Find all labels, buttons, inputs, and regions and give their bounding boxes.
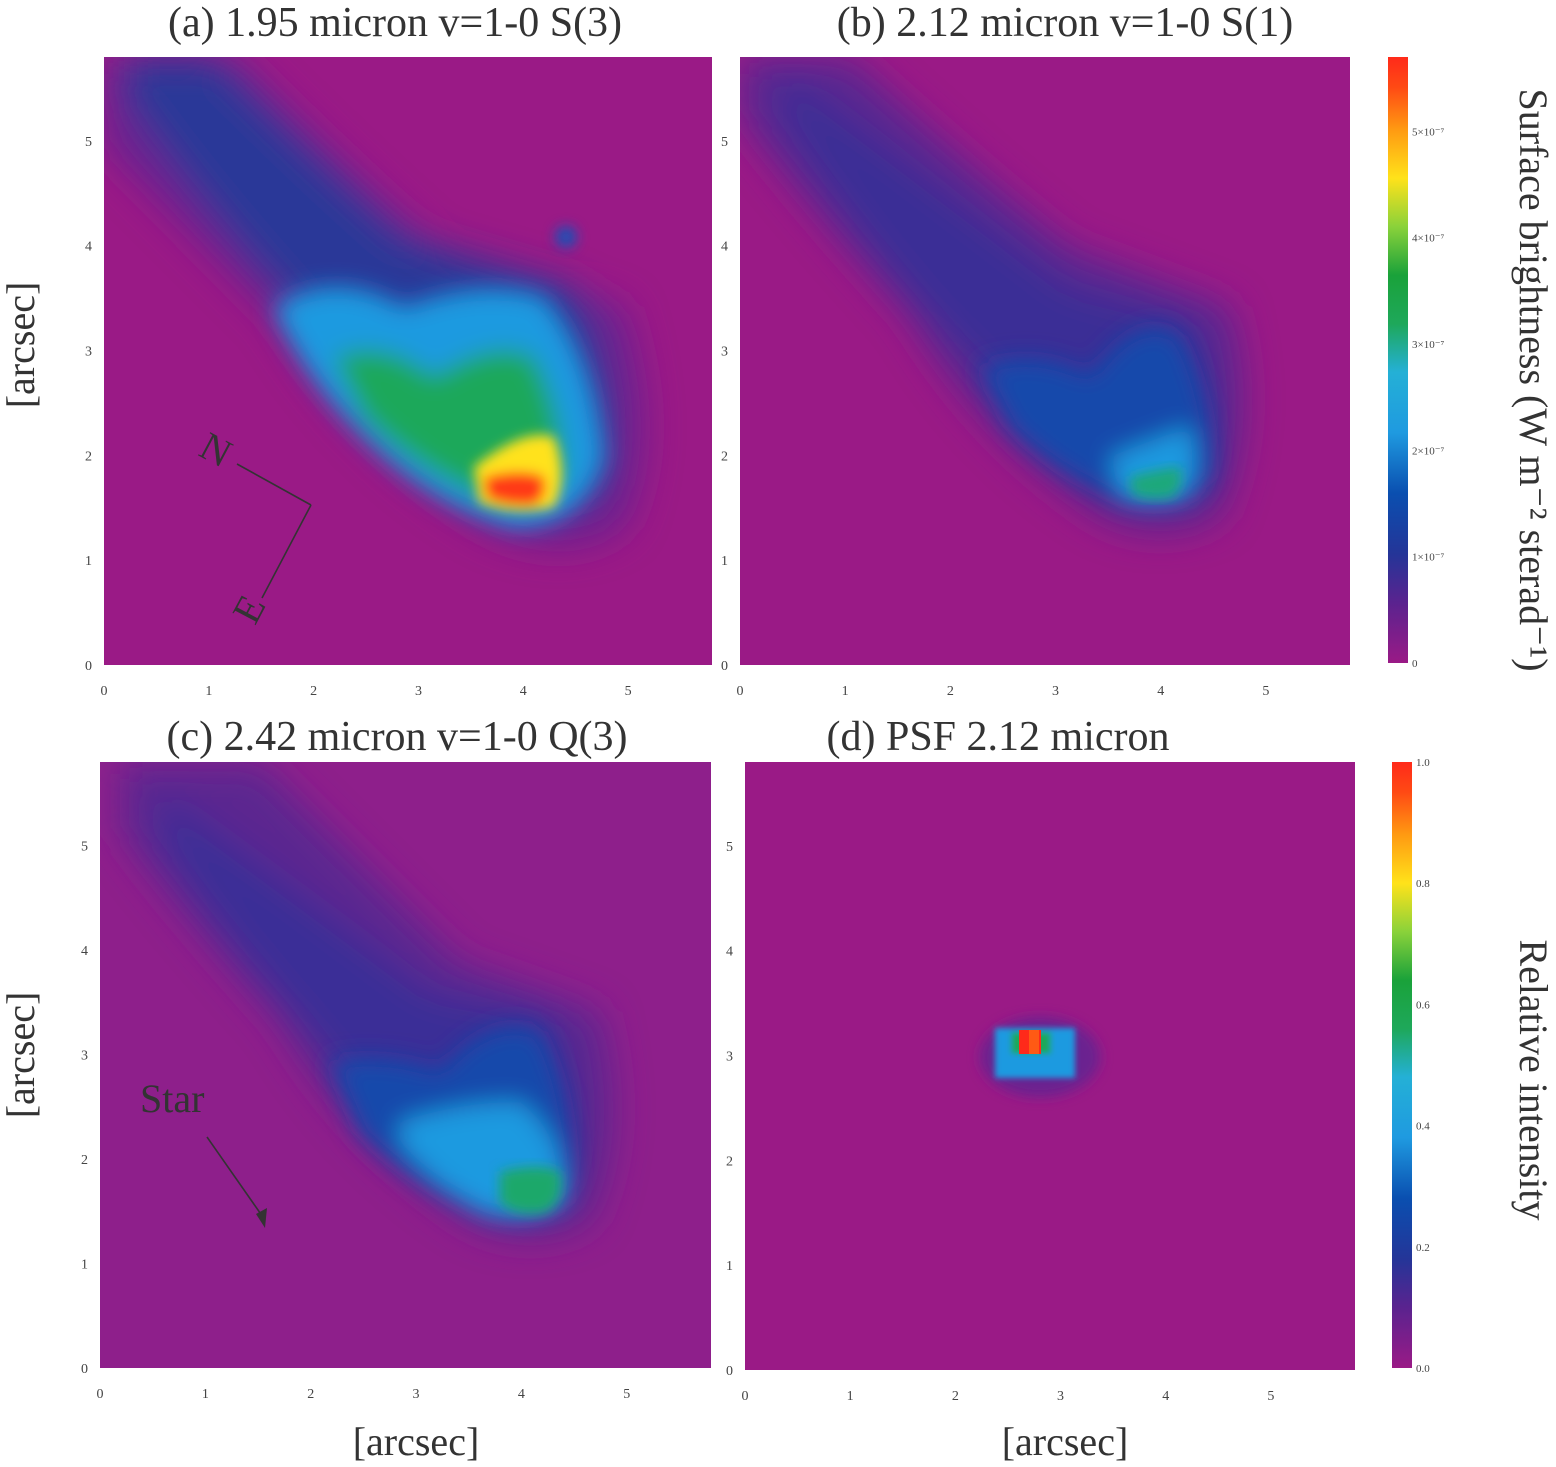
panel-d-ytick-label: 2 (726, 1154, 733, 1169)
panel-c-ytick-label: 1 (81, 1258, 88, 1273)
panel-d-ytick-label: 4 (726, 945, 733, 960)
panel-a-yticks: 0 1 2 3 4 5 (85, 135, 92, 674)
panel-c-xticks: 0 1 2 3 4 5 (97, 1387, 631, 1402)
panel-d-image (745, 762, 1355, 1370)
colorbar-tick-label: 2×10⁻⁷ (1412, 445, 1445, 457)
colorbar-2-gradient (1392, 762, 1412, 1368)
colorbar-tick-label: 5×10⁻⁷ (1412, 126, 1445, 138)
panel-a-xtick-label: 4 (520, 684, 527, 699)
colorbar-tick-label: 4×10⁻⁷ (1412, 233, 1445, 245)
panel-d-xtick-label: 0 (742, 1389, 749, 1404)
panel-b-ytick-label: 1 (721, 554, 728, 569)
panel-d-title: (d) PSF 2.12 micron (826, 714, 1169, 760)
panel-b-xtick-label: 2 (947, 684, 954, 699)
colorbar-1-label: Surface brightness (W m⁻² sterad⁻¹) (1511, 88, 1556, 671)
panel-d-ytick-label: 0 (726, 1364, 733, 1379)
panel-d-xtick-label: 3 (1057, 1389, 1064, 1404)
panel-b-xtick-label: 4 (1157, 684, 1164, 699)
panel-a-xtick-label: 5 (625, 684, 632, 699)
panel-a-xtick-label: 0 (101, 684, 108, 699)
panel-c-ytick-label: 3 (81, 1049, 88, 1064)
panel-a-xticks: 0 1 2 3 4 5 (101, 684, 632, 699)
panel-a-ytick-label: 1 (85, 554, 92, 569)
panel-a-ytick-label: 5 (85, 135, 92, 150)
panel-a-title: (a) 1.95 micron v=1-0 S(3) (168, 0, 622, 46)
panel-c-xtick-label: 1 (202, 1387, 209, 1402)
panel-b-image (740, 57, 1350, 665)
colorbar-1-gradient (1388, 57, 1408, 663)
colorbar-surface-brightness: 0 1×10⁻⁷ 2×10⁻⁷ 3×10⁻⁷ 4×10⁻⁷ 5×10⁻⁷ Surface … (1388, 57, 1556, 672)
panel-c-title: (c) 2.42 micron v=1-0 Q(3) (166, 714, 627, 760)
panel-d-yticks: 0 1 2 3 4 5 (726, 840, 733, 1379)
panel-b-xtick-label: 5 (1262, 684, 1269, 699)
colorbar-2-label: Relative intensity (1511, 939, 1556, 1220)
panel-d-ytick-label: 1 (726, 1259, 733, 1274)
panel-d-xtick-label: 4 (1162, 1389, 1169, 1404)
colorbar-tick-label: 0.6 (1416, 999, 1430, 1011)
colorbar-tick-label: 0.0 (1416, 1363, 1430, 1375)
panel-c-xtick-label: 4 (518, 1387, 525, 1402)
colorbar-tick-label: 0.8 (1416, 878, 1430, 890)
colorbar-tick-label: 0.2 (1416, 1242, 1430, 1254)
panel-d: (d) PSF 2.12 micron 0 1 2 3 4 5 0 1 2 3 4 5 [arcse… (726, 714, 1355, 1464)
panel-a-ytick-label: 3 (85, 345, 92, 360)
panel-d-ytick-label: 3 (726, 1050, 733, 1065)
colorbar-tick-label: 1×10⁻⁷ (1412, 552, 1445, 564)
panel-c-xtick-label: 3 (413, 1387, 420, 1402)
panel-c-ytick-label: 4 (81, 944, 88, 959)
colorbar-tick-label: 0 (1412, 658, 1418, 670)
panel-a-xtick-label: 3 (415, 684, 422, 699)
colorbar-tick-label: 3×10⁻⁷ (1412, 339, 1445, 351)
colorbar-2-ticks: 0.0 0.2 0.4 0.6 0.8 1.0 (1416, 757, 1430, 1375)
panel-c-yticks: 0 1 2 3 4 5 (81, 840, 88, 1377)
panel-c-star-arrow (206, 1136, 267, 1228)
colorbar-1-ticks: 0 1×10⁻⁷ 2×10⁻⁷ 3×10⁻⁷ 4×10⁻⁷ 5×10⁻⁷ (1412, 126, 1445, 670)
panel-d-xtick-label: 2 (952, 1389, 959, 1404)
panel-a-xtick-label: 1 (205, 684, 212, 699)
panel-b: (b) 2.12 micron v=1-0 S(1) 0 1 2 3 4 5 0 1 2 3 4 5 (721, 0, 1350, 699)
panel-b-xtick-label: 1 (842, 684, 849, 699)
panel-b-ytick-label: 3 (721, 345, 728, 360)
panel-c: (c) 2.42 micron v=1-0 Q(3) Star 0 1 2 3 4 5 0… (0, 714, 711, 1464)
panel-b-ytick-label: 0 (721, 659, 728, 674)
panel-b-ytick-label: 4 (721, 240, 728, 255)
panel-c-xtick-label: 2 (307, 1387, 314, 1402)
panel-a-ylabel: [arcsec] (0, 282, 43, 409)
panel-d-ytick-label: 5 (726, 840, 733, 855)
panel-d-xtick-label: 1 (847, 1389, 854, 1404)
colorbar-tick-label: 0.4 (1416, 1121, 1430, 1133)
colorbar-relative-intensity: 0.0 0.2 0.4 0.6 0.8 1.0 Relative intensity (1392, 757, 1556, 1375)
panel-a-xtick-label: 2 (310, 684, 317, 699)
panel-c-ytick-label: 2 (81, 1153, 88, 1168)
panel-b-ytick-label: 2 (721, 449, 728, 464)
panel-a-compass (236, 463, 312, 599)
panel-c-xtick-label: 0 (97, 1387, 104, 1402)
panel-c-xlabel: [arcsec] (353, 1419, 480, 1464)
panel-b-title: (b) 2.12 micron v=1-0 S(1) (837, 0, 1293, 46)
panel-b-xtick-label: 0 (737, 684, 744, 699)
colorbar-tick-label: 1.0 (1416, 757, 1430, 769)
panel-c-xtick-label: 5 (623, 1387, 630, 1402)
panel-c-image (100, 762, 711, 1368)
panel-b-xtick-label: 3 (1052, 684, 1059, 699)
panel-b-xticks: 0 1 2 3 4 5 (737, 684, 1270, 699)
panel-a-ytick-label: 4 (85, 240, 92, 255)
panel-c-ylabel: [arcsec] (0, 992, 43, 1119)
panel-c-ytick-label: 5 (81, 840, 88, 855)
panel-b-yticks: 0 1 2 3 4 5 (721, 135, 728, 674)
panel-b-ytick-label: 5 (721, 135, 728, 150)
panel-a-image (104, 57, 712, 665)
panel-c-ytick-label: 0 (81, 1362, 88, 1377)
panel-d-xtick-label: 5 (1267, 1389, 1274, 1404)
panel-c-star-label: Star (140, 1076, 204, 1121)
panel-d-xlabel: [arcsec] (1002, 1419, 1129, 1464)
panel-a-ytick-label: 2 (85, 449, 92, 464)
panel-d-xticks: 0 1 2 3 4 5 (742, 1389, 1275, 1404)
panel-a-ytick-label: 0 (85, 659, 92, 674)
